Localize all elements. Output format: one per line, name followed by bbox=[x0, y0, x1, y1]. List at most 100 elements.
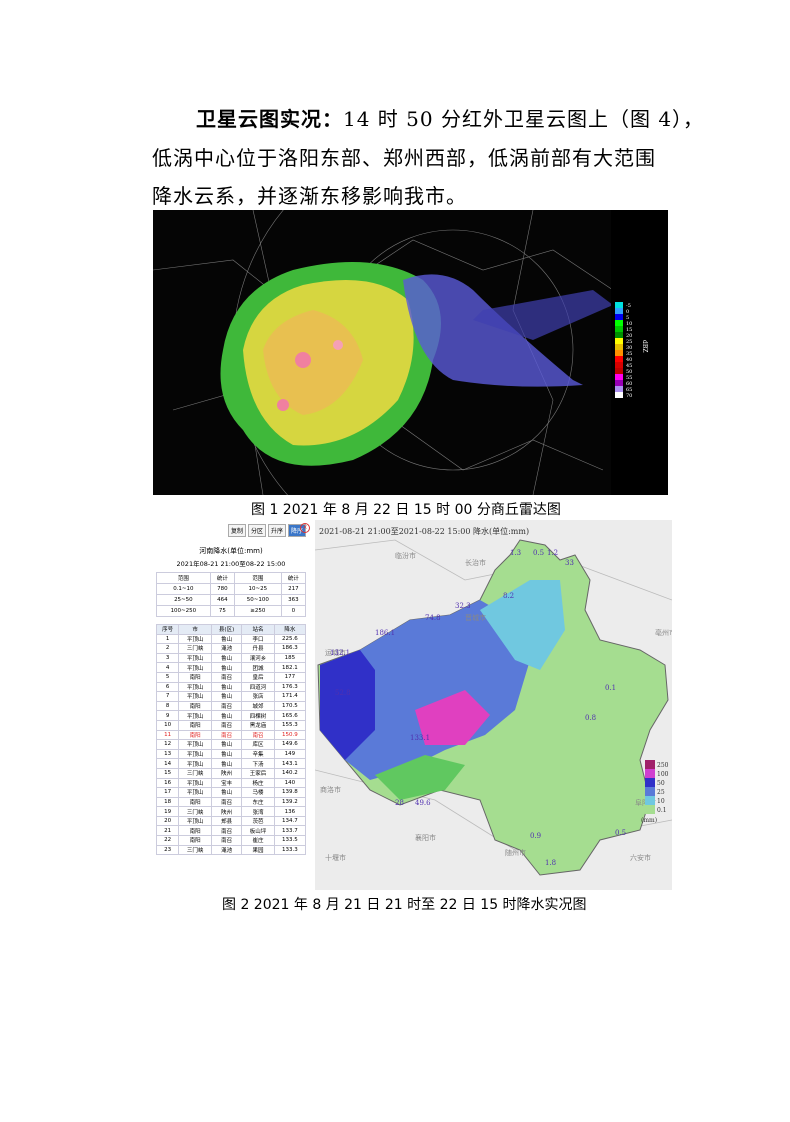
table-row: 17 平顶山 鲁山 马楼 139.8 bbox=[155, 787, 307, 798]
table-cell: 9 bbox=[155, 710, 180, 721]
summary-table: 范围 统计 范围 统计 0.1~10 780 10~25 217 25~50 464 50~100 3… bbox=[156, 572, 307, 617]
legend-label: 25 bbox=[657, 789, 665, 796]
table-row: 1 平顶山 鲁山 李口 225.6 bbox=[155, 633, 307, 645]
legend-label: 25 bbox=[626, 339, 632, 345]
button[interactable]: 升序 bbox=[268, 524, 287, 537]
table-cell: 140 bbox=[273, 777, 307, 789]
table-cell: 16 bbox=[155, 777, 180, 789]
map-title: 2021-08-21 21:00至2021-08-22 15:00 降水(单位:… bbox=[319, 526, 529, 536]
table-cell: 140.2 bbox=[273, 767, 307, 779]
text-line: 低涡中心位于洛阳东部、郑州西部，低涡前部有大范围 bbox=[152, 145, 656, 170]
table-row: 0.1~10 780 10~25 217 bbox=[156, 583, 307, 595]
legend-swatch bbox=[645, 787, 655, 796]
table-row: 100~250 75 ≥250 0 bbox=[156, 605, 307, 617]
station-value: 0.5 bbox=[615, 829, 626, 837]
table-cell: 南召 bbox=[210, 796, 243, 808]
legend-swatch bbox=[645, 760, 655, 769]
table-row: 12 平顶山 鲁山 库区 149.6 bbox=[155, 739, 307, 750]
table-cell: 降水 bbox=[273, 624, 307, 635]
table-cell: 平顶山 bbox=[178, 748, 212, 760]
city-label: 亳州市 bbox=[655, 628, 672, 637]
table-cell: 南召 bbox=[210, 700, 243, 712]
table-cell: 南阳 bbox=[178, 719, 212, 731]
table-cell: 171.4 bbox=[273, 691, 307, 702]
table-cell: 8 bbox=[155, 700, 180, 712]
legend-swatch bbox=[615, 332, 623, 338]
table-cell: 平顶山 bbox=[178, 691, 212, 702]
table-cell: 陕州 bbox=[210, 806, 243, 817]
table-cell: 鲁山 bbox=[210, 633, 243, 645]
table-row: 范围 统计 范围 统计 bbox=[156, 572, 307, 584]
station-value: 132.1 bbox=[330, 649, 350, 657]
legend-label: 50 bbox=[626, 369, 632, 375]
station-value: 1.2 bbox=[547, 549, 558, 557]
legend-swatch bbox=[615, 368, 623, 374]
table-cell: 南召 bbox=[241, 729, 275, 741]
table-cell: 185 bbox=[273, 652, 307, 664]
station-value: 8.2 bbox=[503, 592, 514, 600]
lead: 卫星云图实况： bbox=[196, 107, 343, 131]
table-cell: 136 bbox=[273, 806, 307, 817]
table-cell: 鲁山 bbox=[210, 662, 243, 673]
table-cell: 149 bbox=[273, 748, 307, 760]
text-line: 降水云系，并逐渐东移影响我市。 bbox=[152, 184, 467, 208]
legend-swatch bbox=[645, 769, 655, 778]
table-cell: 217 bbox=[280, 583, 307, 595]
table-cell: 辛集 bbox=[241, 748, 275, 760]
legend-label: 30 bbox=[626, 345, 632, 351]
legend-swatch bbox=[645, 778, 655, 787]
legend-label: 60 bbox=[626, 381, 632, 387]
table-cell: 2 bbox=[155, 643, 180, 654]
table-cell: 5 bbox=[155, 671, 180, 683]
station-value: 1.8 bbox=[545, 859, 556, 867]
legend-swatch bbox=[615, 344, 623, 350]
table-cell: 鲁山 bbox=[210, 691, 243, 702]
table-cell: 平顶山 bbox=[178, 633, 212, 645]
table-cell: 三门峡 bbox=[178, 767, 212, 779]
table-cell: 张店 bbox=[241, 691, 275, 702]
table-row: 10 南阳 南召 黑龙庙 155.3 bbox=[155, 719, 307, 731]
table-cell: 南召 bbox=[210, 825, 243, 837]
table-cell: 统计 bbox=[209, 572, 236, 584]
table-row: 14 平顶山 鲁山 下汤 143.1 bbox=[155, 758, 307, 769]
table-cell: 139.8 bbox=[273, 787, 307, 798]
table-cell: 10 bbox=[155, 719, 180, 731]
table-cell: 三门峡 bbox=[178, 643, 212, 654]
table-cell: 149.6 bbox=[273, 739, 307, 750]
table-cell: 19 bbox=[155, 806, 180, 817]
panel-subtitle: 2021年08-21 21:00至08-22 15:00 bbox=[176, 560, 286, 568]
table-cell: 1 bbox=[155, 633, 180, 645]
table-cell: 165.6 bbox=[273, 710, 307, 721]
station-value: 32.3 bbox=[455, 602, 471, 610]
legend-swatch bbox=[615, 356, 623, 362]
table-cell: 南阳 bbox=[178, 700, 212, 712]
table-row: 9 平顶山 鲁山 四棵树 165.6 bbox=[155, 710, 307, 721]
table-cell: 皇后 bbox=[241, 671, 275, 683]
table-cell: 范围 bbox=[234, 572, 282, 584]
table-cell: 50~100 bbox=[234, 594, 282, 606]
table-cell: 下汤 bbox=[241, 758, 275, 769]
table-cell: 张湾 bbox=[241, 806, 275, 817]
table-row: 3 平顶山 鲁山 瀼河乡 185 bbox=[155, 652, 307, 664]
table-cell: 14 bbox=[155, 758, 180, 769]
button[interactable]: 分区 bbox=[248, 524, 267, 537]
legend-label: 250 bbox=[657, 762, 669, 769]
station-value: 0.5 bbox=[533, 549, 544, 557]
table-cell: 南召 bbox=[210, 835, 243, 846]
table-cell: 李口 bbox=[241, 633, 275, 645]
table-cell: 平顶山 bbox=[178, 662, 212, 673]
table-cell: 南阳 bbox=[178, 825, 212, 837]
legend-label: 15 bbox=[626, 327, 632, 333]
close-button[interactable]: × bbox=[300, 523, 310, 533]
toolbar: 复制 分区 升序 降序 bbox=[228, 524, 307, 537]
table-cell: 宝丰 bbox=[210, 777, 243, 789]
table-cell: 182.1 bbox=[273, 662, 307, 673]
table-cell: 瀼河乡 bbox=[241, 652, 275, 664]
city-label: 随州市 bbox=[505, 848, 526, 857]
legend-label: 20 bbox=[626, 333, 632, 339]
station-value: 0.1 bbox=[605, 684, 616, 692]
table-cell: 平顶山 bbox=[178, 710, 212, 721]
button[interactable]: 复制 bbox=[228, 524, 247, 537]
